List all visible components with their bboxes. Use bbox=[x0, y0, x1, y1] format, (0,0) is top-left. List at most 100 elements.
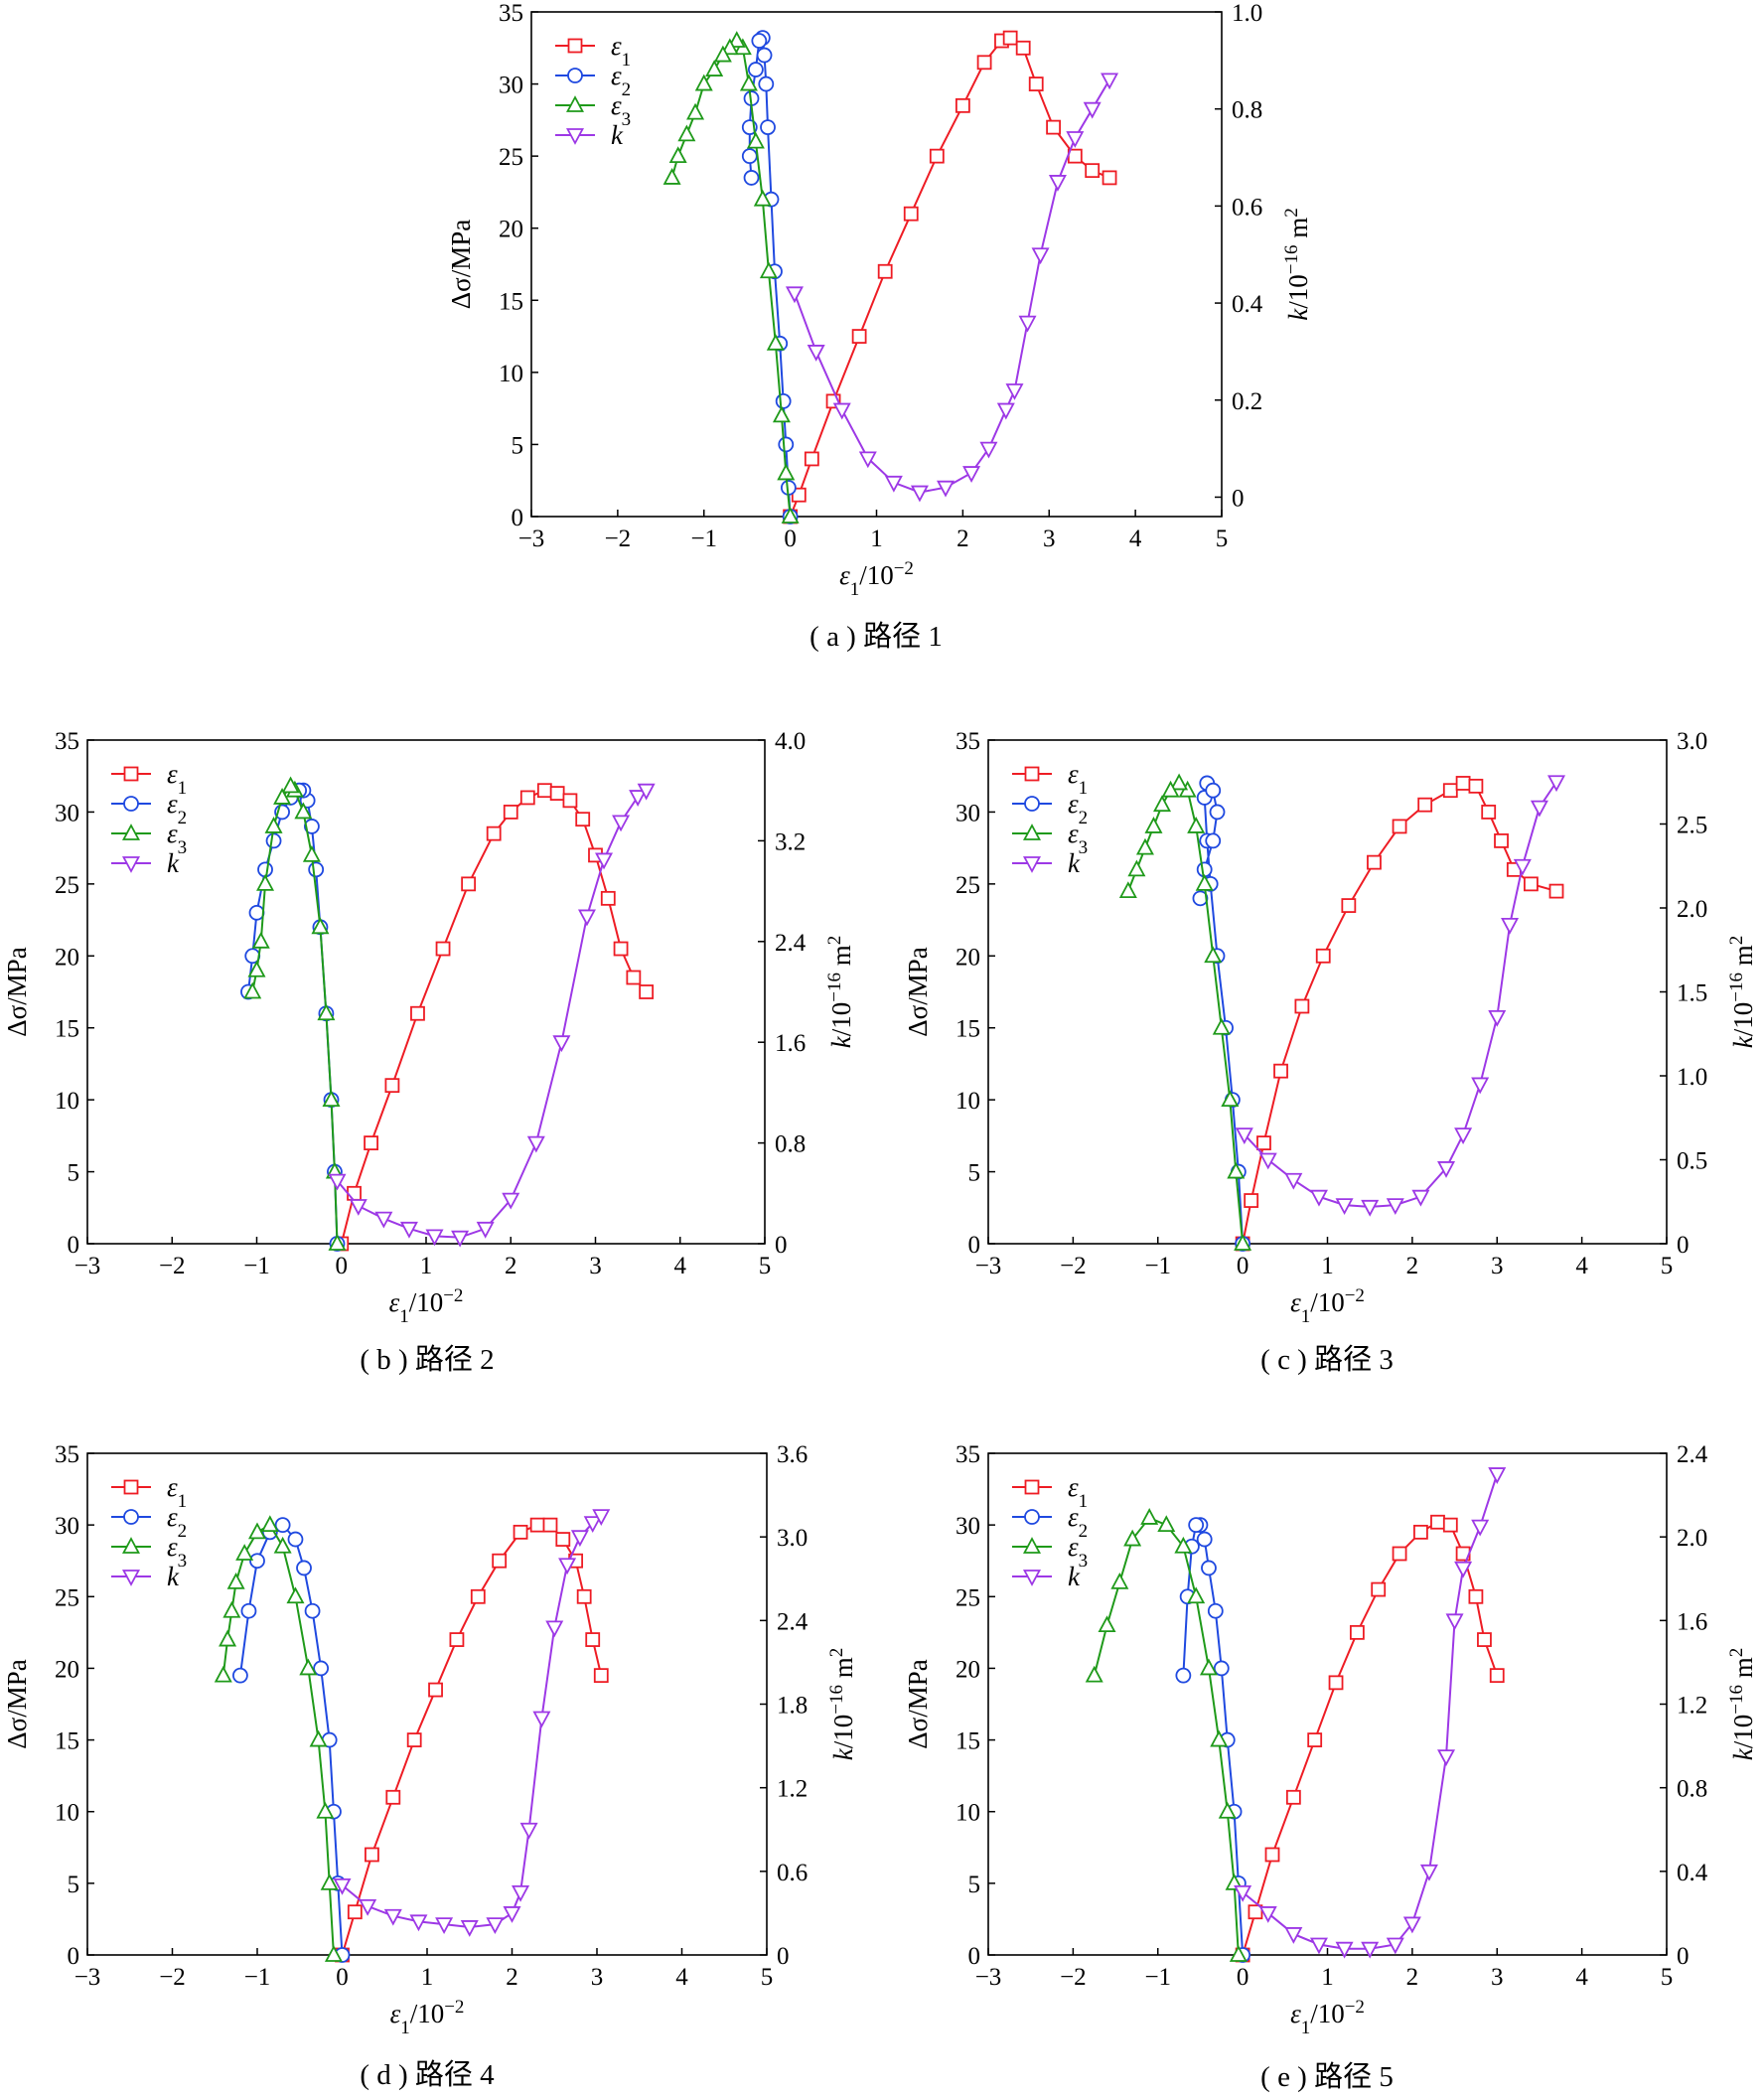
data-point bbox=[662, 168, 681, 185]
data-point bbox=[727, 31, 746, 48]
data-point bbox=[1161, 780, 1180, 798]
x-tick-label: 0 bbox=[1237, 1253, 1250, 1279]
data-point bbox=[593, 1668, 609, 1684]
x-tick-label: 4 bbox=[674, 1253, 687, 1279]
y2-tick-label: 0.8 bbox=[775, 1131, 806, 1158]
data-point bbox=[585, 1632, 601, 1647]
data-point bbox=[1205, 832, 1222, 849]
x-tick-label: 4 bbox=[675, 1964, 688, 1991]
y2-axis-label: k/10−16 m2 bbox=[1281, 208, 1314, 320]
data-point bbox=[313, 1660, 330, 1677]
data-point bbox=[1235, 1127, 1253, 1145]
data-point bbox=[555, 1532, 571, 1547]
data-point bbox=[1218, 1801, 1237, 1819]
x-tick-label: −2 bbox=[605, 525, 632, 552]
data-point bbox=[486, 825, 502, 841]
series-eps1 bbox=[1235, 776, 1564, 1252]
data-point bbox=[1341, 898, 1357, 913]
x-tick-label: 3 bbox=[591, 1964, 604, 1991]
data-point bbox=[328, 1234, 347, 1251]
x-tick-label: 5 bbox=[1216, 525, 1229, 552]
series-k bbox=[333, 1509, 611, 1937]
data-point bbox=[1018, 315, 1037, 333]
data-point bbox=[1402, 1916, 1421, 1934]
legend-label-k: k bbox=[1068, 848, 1081, 878]
legend-marker-eps3 bbox=[121, 1537, 141, 1554]
data-point bbox=[747, 62, 764, 77]
data-point bbox=[512, 1884, 530, 1902]
data-point bbox=[791, 487, 807, 503]
y-tick-label: 10 bbox=[956, 1800, 980, 1827]
y-tick-label: 5 bbox=[68, 1872, 80, 1898]
data-point bbox=[1417, 797, 1433, 813]
y2-axis-label: k/10−16 m2 bbox=[824, 936, 857, 1048]
y-tick-label: 30 bbox=[55, 1513, 79, 1540]
data-point bbox=[1477, 1632, 1492, 1647]
legend-marker-k bbox=[121, 1570, 141, 1586]
y2-tick-label: 0.6 bbox=[1232, 194, 1262, 221]
data-point bbox=[1442, 783, 1458, 799]
x-tick-label: 2 bbox=[506, 1964, 518, 1991]
data-point bbox=[1005, 383, 1024, 400]
data-point bbox=[1212, 1017, 1231, 1035]
data-point bbox=[1285, 1789, 1301, 1805]
data-point bbox=[720, 38, 739, 56]
y2-tick-label: 0.4 bbox=[1232, 291, 1263, 318]
y2-tick-label: 3.0 bbox=[1677, 728, 1707, 755]
data-point bbox=[1349, 1624, 1365, 1640]
x-tick-label: −1 bbox=[1144, 1253, 1171, 1279]
legend-marker-eps1 bbox=[1024, 1479, 1040, 1495]
x-tick-label: 0 bbox=[784, 525, 797, 552]
data-point bbox=[1002, 30, 1018, 46]
x-tick-label: −3 bbox=[975, 1964, 1002, 1991]
data-point bbox=[713, 45, 732, 63]
data-point bbox=[532, 1711, 551, 1728]
data-point bbox=[1454, 1561, 1473, 1578]
x-tick-label: 5 bbox=[1661, 1964, 1674, 1991]
data-point bbox=[1386, 1198, 1404, 1216]
legend-marker-eps1 bbox=[123, 766, 139, 782]
x-axis-label: ε1/10−2 bbox=[1290, 1997, 1365, 2038]
series-line-k bbox=[341, 1515, 602, 1928]
legend-marker-eps3 bbox=[121, 824, 141, 840]
y2-tick-label: 0 bbox=[1232, 485, 1245, 512]
data-point bbox=[374, 1211, 393, 1229]
data-point bbox=[739, 74, 758, 91]
data-point bbox=[302, 844, 321, 862]
data-point bbox=[1135, 837, 1154, 855]
x-tick-label: 4 bbox=[1129, 525, 1142, 552]
data-point bbox=[428, 1682, 443, 1698]
data-point bbox=[1548, 883, 1564, 899]
data-point bbox=[320, 1873, 339, 1890]
data-point bbox=[1207, 1602, 1224, 1619]
y-tick-label: 35 bbox=[55, 728, 79, 755]
data-point bbox=[1513, 858, 1532, 876]
data-point bbox=[629, 790, 648, 807]
data-point bbox=[1307, 1732, 1323, 1747]
series-eps1 bbox=[1235, 1514, 1505, 1963]
data-point bbox=[247, 960, 266, 977]
data-point bbox=[637, 783, 656, 801]
data-point bbox=[562, 793, 578, 809]
y2-tick-label: 0.5 bbox=[1677, 1148, 1707, 1175]
y-tick-label: 20 bbox=[499, 217, 523, 243]
legend-marker-eps2 bbox=[1024, 796, 1040, 812]
y2-tick-label: 3.6 bbox=[777, 1441, 808, 1468]
x-axis-label: ε1/10−2 bbox=[839, 558, 914, 600]
data-point bbox=[1419, 1864, 1438, 1881]
data-point bbox=[264, 817, 283, 833]
data-point bbox=[1101, 73, 1119, 90]
y-tick-label: 0 bbox=[512, 505, 524, 531]
data-point bbox=[347, 1185, 362, 1201]
data-point bbox=[1221, 1090, 1240, 1108]
data-point bbox=[1192, 890, 1209, 907]
legend-marker-eps3 bbox=[1022, 1537, 1042, 1554]
legend-label-k: k bbox=[167, 848, 180, 878]
y2-axis-label: k/10−16 m2 bbox=[1726, 936, 1759, 1048]
data-point bbox=[1413, 1524, 1428, 1540]
data-point bbox=[1471, 1519, 1490, 1537]
panel-d: −3 −2 −1 0 1 2 3 4 50510152025303500.61.21.82.43… bbox=[2, 1441, 858, 2091]
series-line-eps1 bbox=[789, 37, 1110, 518]
data-point bbox=[247, 1522, 267, 1540]
data-point bbox=[235, 1544, 254, 1561]
